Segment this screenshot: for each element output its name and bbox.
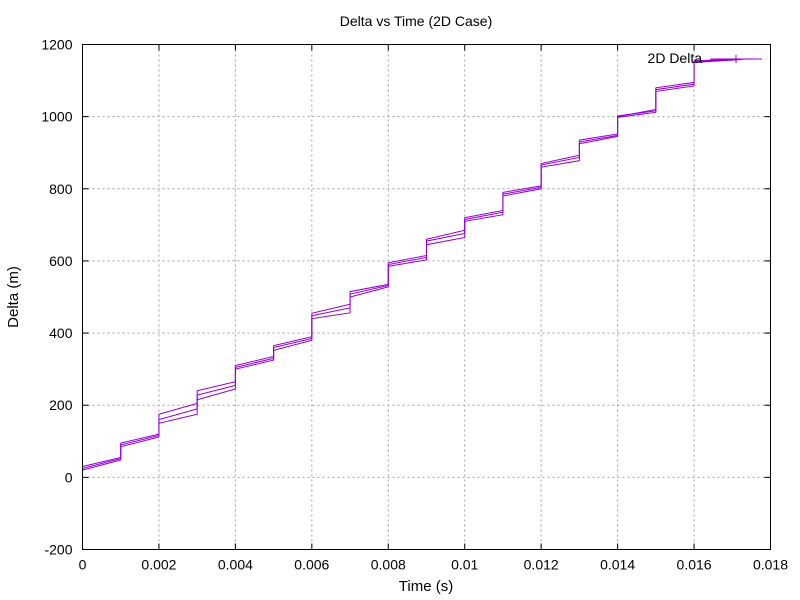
series-line-3: [82, 58, 748, 469]
grid: [82, 44, 771, 550]
legend: 2D Delta: [648, 50, 762, 66]
y-tick-label: 200: [49, 397, 73, 413]
series-line-2: [82, 59, 740, 471]
x-tick-label: 0.004: [218, 557, 253, 573]
y-tick-label: 1200: [41, 37, 72, 53]
y-tick-label: 600: [49, 253, 73, 269]
x-tick-label: 0.016: [677, 557, 712, 573]
x-axis-label: Time (s): [399, 578, 453, 595]
legend-label: 2D Delta: [648, 50, 703, 66]
y-tick-label: 1000: [41, 109, 72, 125]
y-tick-labels: -200 0 200 400 600 800 1000 1200: [41, 37, 72, 558]
x-tick-label: 0.002: [141, 557, 176, 573]
x-tick-labels: 0 0.002 0.004 0.006 0.008 0.01 0.012 0.014 0.016…: [79, 557, 789, 573]
x-tick-label: 0.012: [524, 557, 559, 573]
axis-ticks: [82, 44, 771, 550]
y-tick-label: 400: [49, 325, 73, 341]
x-tick-label: 0.008: [371, 557, 406, 573]
x-tick-label: 0: [79, 557, 87, 573]
y-axis-label: Delta (m): [5, 266, 22, 328]
x-tick-label: 0.006: [294, 557, 329, 573]
x-tick-label: 0.018: [753, 557, 788, 573]
x-tick-label: 0.01: [451, 557, 478, 573]
x-tick-label: 0.014: [600, 557, 635, 573]
chart-title: Delta vs Time (2D Case): [340, 13, 492, 29]
y-tick-label: 0: [65, 469, 73, 485]
y-tick-label: -200: [44, 542, 72, 558]
plot-frame: [82, 44, 771, 550]
y-tick-label: 800: [49, 181, 73, 197]
series-lines: [82, 58, 752, 471]
